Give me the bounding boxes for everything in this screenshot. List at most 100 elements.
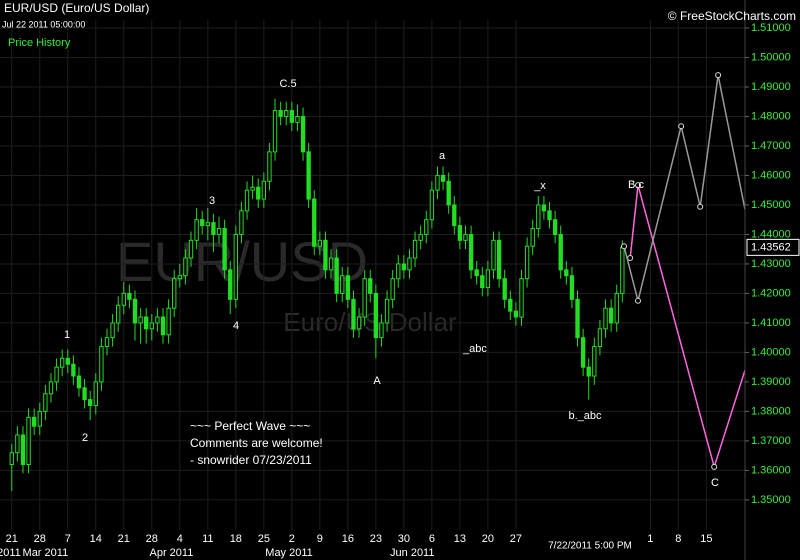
x-month-label: Mar 2011 bbox=[23, 547, 69, 559]
subtitle: Jul 22 2011 05:00:00 bbox=[2, 19, 85, 29]
y-tick-label: 1.35000 bbox=[751, 494, 791, 506]
x-month-label: Jun 2011 bbox=[390, 547, 434, 559]
x-tick-label: 21 bbox=[118, 533, 130, 545]
candle-body bbox=[200, 219, 205, 227]
candle-body bbox=[160, 316, 166, 336]
x-tick-label: 27 bbox=[510, 533, 522, 545]
x-tick-label: 21 bbox=[6, 533, 18, 545]
projection-point bbox=[697, 203, 704, 210]
x-month-label: May 2011 bbox=[265, 547, 313, 559]
candle-body bbox=[76, 375, 82, 389]
x-tick-label: 11 bbox=[202, 533, 213, 545]
candle-body bbox=[211, 222, 216, 235]
projection-point bbox=[715, 72, 722, 79]
candle-body bbox=[485, 269, 491, 289]
candle-body bbox=[267, 151, 272, 182]
candle-body bbox=[272, 110, 278, 153]
candle-body bbox=[26, 416, 31, 466]
candle-body bbox=[496, 239, 502, 280]
candle-body bbox=[71, 363, 76, 377]
candle-body bbox=[59, 357, 65, 368]
candle-body bbox=[418, 233, 423, 241]
candle-body bbox=[110, 322, 115, 339]
x-tick-label: 9 bbox=[317, 533, 323, 545]
candle-body bbox=[524, 245, 530, 280]
last-price-box bbox=[746, 238, 800, 256]
candle-body bbox=[15, 434, 20, 454]
candle-body bbox=[93, 381, 98, 407]
candle-body bbox=[379, 322, 384, 339]
candle-body bbox=[116, 304, 121, 324]
candle-body bbox=[356, 316, 362, 330]
candle-body bbox=[261, 180, 267, 200]
candle-body bbox=[256, 186, 261, 200]
crosshair-time: 7/22/2011 5:00 PM bbox=[548, 541, 632, 552]
candle-body bbox=[312, 198, 317, 247]
annotation: 2 bbox=[82, 432, 88, 444]
y-tick-label: 1.43000 bbox=[751, 258, 791, 270]
candle-body bbox=[569, 275, 575, 300]
projection-point bbox=[635, 297, 642, 304]
candle-body bbox=[412, 239, 418, 259]
candle-body bbox=[424, 219, 429, 235]
candle-body bbox=[452, 204, 457, 227]
candle-body bbox=[519, 278, 524, 318]
last-price-label: 1.43562 bbox=[751, 241, 791, 253]
candle-body bbox=[597, 328, 603, 348]
candle-body bbox=[407, 257, 412, 271]
y-tick-label: 1.47000 bbox=[751, 140, 791, 152]
annotation: B.c bbox=[628, 179, 644, 191]
candle-body bbox=[306, 151, 311, 200]
x-tick-label: 25 bbox=[258, 533, 270, 545]
annotation: _abc bbox=[462, 343, 487, 355]
x-tick-label: 28 bbox=[146, 533, 158, 545]
annotation: 3 bbox=[209, 195, 215, 207]
candle-body bbox=[20, 434, 26, 466]
candle-body bbox=[390, 278, 395, 300]
candle-body bbox=[233, 233, 239, 300]
candle-body bbox=[608, 307, 614, 324]
y-tick-label: 1.48000 bbox=[751, 110, 791, 122]
x-tick-label: 8 bbox=[675, 533, 681, 545]
projection-point bbox=[627, 255, 634, 262]
x-tick-label: 13 bbox=[454, 533, 466, 545]
candle-body bbox=[345, 275, 351, 300]
candle-body bbox=[614, 292, 619, 324]
candle-body bbox=[480, 275, 485, 289]
candle-body bbox=[446, 180, 451, 206]
projection-point bbox=[711, 463, 718, 470]
candle-body bbox=[384, 298, 390, 324]
plot bbox=[9, 72, 746, 492]
candle-body bbox=[166, 307, 171, 336]
y-tick-label: 1.36000 bbox=[751, 464, 791, 476]
candle-body bbox=[278, 110, 283, 117]
y-tick-label: 1.38000 bbox=[751, 405, 791, 417]
y-tick-label: 1.44000 bbox=[751, 228, 791, 240]
candle-body bbox=[603, 307, 608, 330]
watermark-subtitle: Euro/US Dollar bbox=[283, 307, 457, 337]
projection-point bbox=[635, 182, 642, 189]
y-tick-label: 1.42000 bbox=[751, 287, 791, 299]
candle-body bbox=[216, 228, 222, 235]
y-tick-label: 1.46000 bbox=[751, 169, 791, 181]
annotation: a bbox=[439, 150, 446, 162]
annotation: _x bbox=[533, 180, 546, 192]
candle-body bbox=[99, 346, 104, 383]
y-tick-label: 1.45000 bbox=[751, 199, 791, 211]
candle-body bbox=[401, 263, 407, 271]
crosshair-box bbox=[540, 538, 640, 554]
y-tick-label: 1.39000 bbox=[751, 376, 791, 388]
candle-body bbox=[564, 269, 569, 277]
grid bbox=[0, 20, 745, 530]
candle-body bbox=[457, 225, 463, 241]
candle-body bbox=[65, 357, 70, 365]
candle-body bbox=[188, 239, 194, 259]
x-tick-label: 23 bbox=[370, 533, 382, 545]
candle-body bbox=[177, 275, 182, 280]
candle-body bbox=[541, 204, 547, 212]
annotation: C.5 bbox=[279, 78, 296, 90]
x-tick-label: 16 bbox=[342, 533, 354, 545]
candle-body bbox=[463, 233, 468, 241]
candle-body bbox=[328, 257, 334, 271]
